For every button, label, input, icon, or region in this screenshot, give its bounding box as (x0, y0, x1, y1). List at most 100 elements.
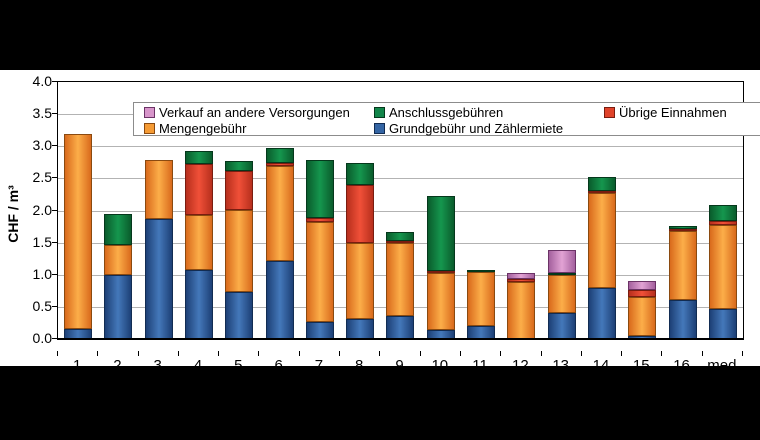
bar-segment-red (507, 279, 536, 282)
bar-slot (380, 82, 420, 339)
bar-segment-green (708, 205, 737, 222)
x-tick (177, 351, 179, 356)
stacked-bar-4 (185, 151, 214, 339)
legend-item-blue: Grundgebühr und Zählermiete (374, 121, 604, 136)
stacked-bar-6 (265, 147, 294, 339)
bar-segment-green (426, 195, 455, 272)
stacked-bar-5 (225, 161, 254, 339)
y-tick-label: 3.5 (32, 105, 52, 122)
bar-segment-green (305, 160, 334, 218)
bar-segment-green (346, 162, 375, 185)
bar-segment-orange (64, 134, 93, 330)
bar-slot (501, 82, 541, 339)
bar-segment-blue (104, 274, 133, 339)
bar-slot (98, 82, 138, 339)
bar-slot (179, 82, 219, 339)
bar-segment-pink (547, 249, 576, 273)
x-tick-label: 12 (512, 357, 529, 374)
bar-segment-blue (305, 321, 334, 339)
bar-slot (219, 82, 259, 339)
bar-segment-green (225, 161, 254, 171)
chart-panel: CHF / m³ Verkauf an andere Versorgungen A… (0, 70, 760, 374)
bar-segment-orange (507, 281, 536, 339)
legend-label: Verkauf an andere Versorgungen (159, 104, 350, 120)
x-tick (459, 351, 461, 356)
bar-segment-blue (467, 325, 496, 339)
y-tick (52, 145, 57, 147)
x-tick (580, 351, 582, 356)
bar-slot (461, 82, 501, 339)
bar-segment-red (587, 190, 616, 193)
bar-segment-orange (104, 244, 133, 275)
x-tick (137, 351, 139, 356)
bar-segment-blue (587, 287, 616, 339)
bar-segment-pink (628, 280, 657, 291)
x-tick-label: 16 (673, 357, 690, 374)
bar-slot (340, 82, 380, 339)
bar-segment-green (185, 151, 214, 165)
y-tick-label: 3.0 (32, 137, 52, 154)
stacked-bar-8 (346, 162, 375, 339)
x-tick (258, 351, 260, 356)
y-tick (52, 273, 57, 275)
bar-segment-orange (587, 192, 616, 288)
bar-segment-green (668, 225, 697, 229)
bar-segment-green (467, 269, 496, 273)
x-tick-label: 7 (314, 357, 324, 374)
stacked-bar-12 (507, 272, 536, 339)
legend-swatch-icon (144, 106, 155, 118)
legend-row: Mengengebühr Grundgebühr und Zählermiete (144, 120, 760, 136)
bar-segment-orange (185, 215, 214, 271)
bar-segment-red (185, 164, 214, 216)
x-tick-label: 13 (552, 357, 569, 374)
x-tick-label: 2 (113, 357, 122, 374)
bar-segment-orange (305, 222, 334, 322)
bar-segment-orange (467, 272, 496, 326)
bar-segment-red (668, 228, 697, 232)
legend-item-red: Übrige Einnahmen (604, 105, 760, 120)
x-tick-label: med (707, 357, 737, 374)
legend-item-green: Anschlussgebühren (374, 105, 604, 120)
y-tick-label: 2.5 (32, 169, 52, 186)
gridline (58, 210, 743, 212)
stacked-bar-7 (305, 160, 334, 339)
x-tick (500, 351, 502, 356)
bar-segment-blue (547, 313, 576, 339)
x-tick (419, 351, 421, 356)
x-tick (97, 351, 99, 356)
legend-label: Grundgebühr und Zählermiete (389, 120, 564, 136)
bar-segment-red (708, 221, 737, 225)
bar-segment-orange (346, 243, 375, 320)
legend-swatch-icon (374, 106, 385, 118)
bar-segment-blue (668, 299, 697, 339)
y-tick (52, 305, 57, 307)
y-tick-label: 0.0 (32, 330, 52, 346)
x-tick-label: 15 (632, 357, 650, 374)
stacked-bar-9 (386, 232, 415, 339)
bar-segment-red (628, 290, 657, 297)
y-tick (52, 241, 57, 243)
bar-segment-orange (265, 165, 294, 262)
bar-segment-red (426, 271, 455, 274)
gridline (58, 146, 743, 148)
x-tick (701, 351, 703, 356)
x-axis-line (58, 338, 743, 340)
bar-segment-blue (144, 218, 173, 339)
stacked-bar-2 (104, 214, 133, 339)
bar-slot (542, 82, 582, 339)
x-tick-label: 1 (72, 357, 82, 374)
bar-segment-red (346, 184, 375, 244)
bar-segment-blue (185, 270, 214, 339)
stacked-bar-14 (587, 177, 616, 339)
y-tick (52, 177, 57, 179)
bar-segment-blue (708, 309, 737, 339)
bar-segment-red (225, 170, 254, 210)
x-tick-label: 6 (274, 357, 283, 374)
bar-segment-green (104, 214, 133, 245)
bar-segment-orange (668, 231, 697, 300)
bar-segment-orange (386, 243, 415, 316)
x-tick-label: 5 (234, 357, 243, 374)
x-tick (379, 351, 381, 356)
y-tick (52, 209, 57, 211)
